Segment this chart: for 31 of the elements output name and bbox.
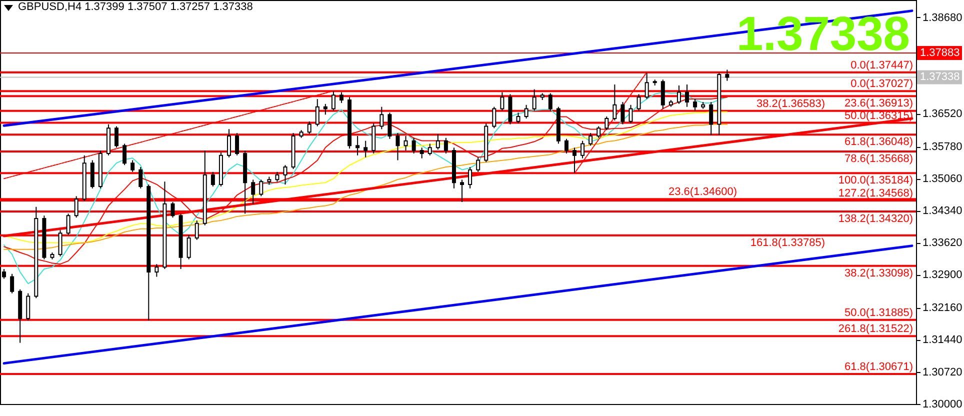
ref-line-label: 50.0(1.31885) [844,306,913,319]
y-tick-label: 1.35780 [922,141,962,154]
ref-line-label: 23.6(1.34600) [668,186,737,198]
ref-line-label: 261.8(1.31522) [838,323,913,336]
text: 1.37338 [920,71,960,84]
y-tick-label: 1.31440 [922,334,962,346]
annotation: 1.37338 [736,8,910,61]
y-tick-label: 1.33620 [922,237,962,250]
ref-line-label: 38.2(1.33098) [844,267,913,280]
ref-line-label: 38.2(1.36583) [756,98,825,110]
text: 1.37883 [920,46,960,59]
ref-line-label: 161.8(1.33785) [750,236,825,249]
chart-title: GBPUSD,H4 1.37399 1.37507 1.37257 1.37338 [18,1,253,13]
ref-line-label: 0.0(1.37447) [850,59,913,72]
ref-line-label: 50.0(1.36315) [844,110,913,122]
y-tick-label: 1.36520 [922,108,962,120]
ref-line-label: 0.0(1.37027) [850,78,913,90]
y-tick-label: 1.38680 [922,12,962,24]
ref-line-label: 78.6(1.35668) [844,153,913,166]
ref-line-label: 100.0(1.35184) [838,174,913,187]
y-tick-label: 1.30000 [922,398,962,410]
ref-line-label: 23.6(1.36913) [844,98,913,110]
ref-line-label: 127.2(1.34568) [838,188,913,200]
y-tick-label: 1.32160 [922,302,962,314]
y-tick-label: 1.30720 [922,366,962,378]
ref-line-label: 138.2(1.34320) [838,213,913,226]
y-tick-label: 1.32900 [922,269,962,282]
y-tick-label: 1.35060 [922,173,962,186]
y-tick-label: 1.34340 [922,205,962,218]
ref-line-label: 61.8(1.30671) [844,360,913,373]
ref-line-label: 61.8(1.36048) [844,136,913,148]
